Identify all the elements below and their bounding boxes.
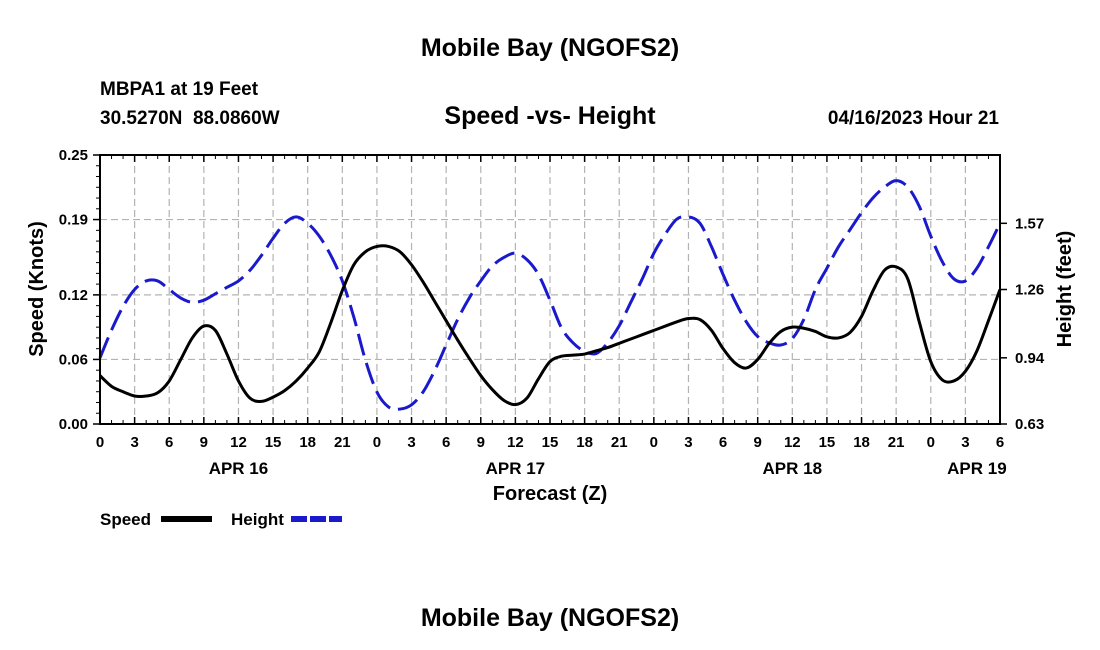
series-group — [98, 179, 1002, 411]
y-axis-label-left: Speed (Knots) — [26, 221, 48, 357]
x-tick-label: 9 — [477, 434, 485, 451]
height-series-line — [98, 179, 1002, 411]
date-label: APR 16 — [209, 459, 269, 478]
legend-speed-label: Speed — [100, 510, 151, 529]
station-label: MBPA1 at 19 Feet — [100, 79, 259, 100]
x-tick-label: 0 — [373, 434, 381, 451]
y-left-tick-label: 0.25 — [59, 147, 88, 164]
grid — [100, 155, 1000, 424]
x-tick-label: 6 — [165, 434, 173, 451]
y-left-tick-label: 0.00 — [59, 416, 88, 433]
speed-series-line — [98, 244, 1002, 407]
x-tick-label: 15 — [819, 434, 836, 451]
legend: Speed Height — [100, 510, 342, 529]
y-left-tick-label: 0.19 — [59, 212, 88, 229]
x-tick-label: 0 — [927, 434, 935, 451]
x-tick-label: 9 — [200, 434, 208, 451]
x-axis-label: Forecast (Z) — [493, 483, 607, 505]
x-tick-label: 12 — [784, 434, 801, 451]
footer-title: Mobile Bay (NGOFS2) — [421, 604, 679, 632]
chart-subtitle: Speed -vs- Height — [444, 102, 656, 130]
x-tick-label: 21 — [888, 434, 905, 451]
y-axis-label-right: Height (feet) — [1054, 231, 1076, 348]
y-right-tick-label: 0.94 — [1015, 350, 1045, 367]
x-tick-label: 0 — [96, 434, 104, 451]
x-tick-label: 15 — [265, 434, 282, 451]
x-tick-label: 21 — [334, 434, 351, 451]
plot-frame — [99, 154, 1001, 425]
y-left-tick-label: 0.12 — [59, 287, 88, 304]
date-label: APR 18 — [763, 459, 823, 478]
tick-labels: 0 3 6 9 12 15 18 21 0 3 6 9 12 15 18 21 0 3 6 9 12 15 18 21 0 3 60… — [59, 147, 1045, 478]
x-tick-label: 18 — [576, 434, 593, 451]
x-tick-label: 12 — [507, 434, 524, 451]
x-tick-label: 12 — [230, 434, 247, 451]
y-left-tick-label: 0.06 — [59, 351, 88, 368]
legend-height-label: Height — [231, 510, 284, 529]
coords-label: 30.5270N 88.0860W — [100, 108, 280, 129]
x-tick-label: 21 — [611, 434, 628, 451]
x-tick-label: 15 — [542, 434, 559, 451]
x-tick-label: 0 — [650, 434, 658, 451]
x-tick-label: 3 — [407, 434, 415, 451]
x-tick-label: 6 — [996, 434, 1004, 451]
x-tick-label: 18 — [299, 434, 316, 451]
y-right-tick-label: 0.63 — [1015, 416, 1044, 433]
x-tick-label: 6 — [719, 434, 727, 451]
x-tick-label: 18 — [853, 434, 870, 451]
x-tick-label: 6 — [442, 434, 450, 451]
y-right-tick-label: 1.26 — [1015, 282, 1044, 299]
x-tick-label: 9 — [754, 434, 762, 451]
x-tick-label: 3 — [684, 434, 692, 451]
y-right-tick-label: 1.57 — [1015, 215, 1044, 232]
datetime-label: 04/16/2023 Hour 21 — [828, 108, 1000, 129]
x-tick-label: 3 — [961, 434, 969, 451]
date-label: APR 17 — [486, 459, 546, 478]
date-label: APR 19 — [947, 459, 1007, 478]
x-tick-label: 3 — [130, 434, 138, 451]
chart-title: Mobile Bay (NGOFS2) — [421, 34, 679, 62]
